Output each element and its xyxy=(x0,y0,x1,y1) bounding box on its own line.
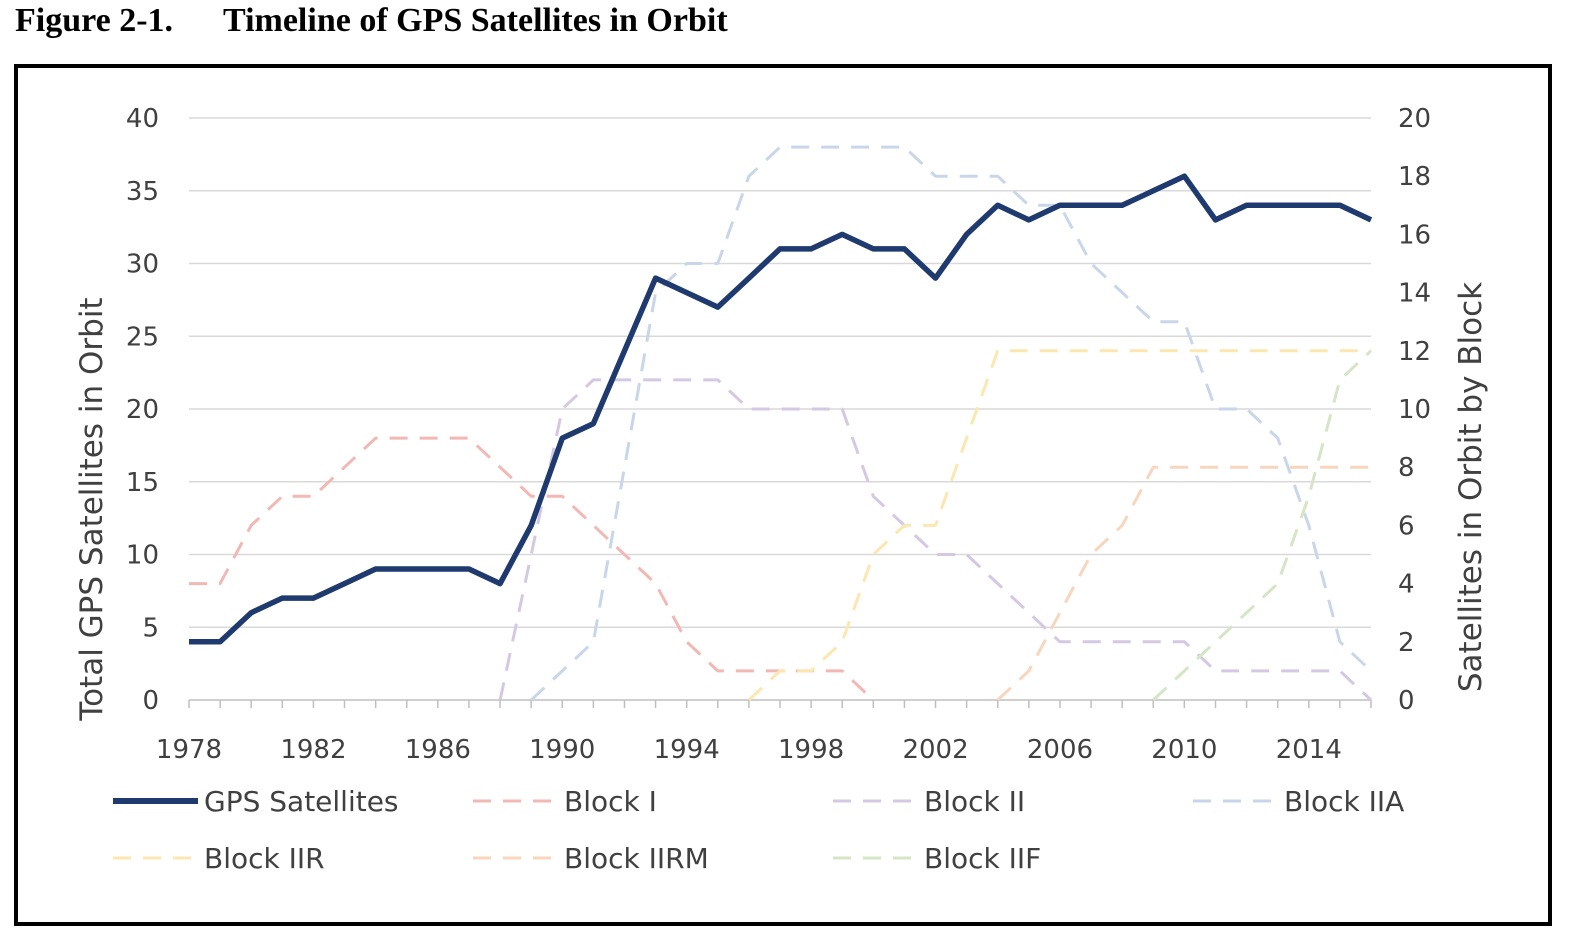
left-y-axis: 0 5 10 15 20 25 30 35 40 xyxy=(126,104,159,716)
x-tick-label: 1978 xyxy=(156,735,222,765)
right-y-tick-label: 12 xyxy=(1398,337,1431,367)
legend-label: Block II xyxy=(924,785,1025,818)
left-y-tick-label: 25 xyxy=(126,322,159,352)
left-y-tick-label: 15 xyxy=(126,468,159,498)
legend-label: GPS Satellites xyxy=(204,785,399,818)
series-line-block-iif xyxy=(1152,349,1373,702)
right-y-tick-label: 18 xyxy=(1398,162,1431,192)
x-tick-label: 2010 xyxy=(1151,735,1217,765)
x-tick-label: 1998 xyxy=(778,735,844,765)
series-line-block-iirm xyxy=(996,465,1371,702)
series-line-block-ii xyxy=(498,378,1373,702)
right-y-axis-label: Satellites in Orbit by Block xyxy=(1453,282,1489,692)
right-y-axis: 0 2 4 6 8 10 12 14 16 18 20 xyxy=(1398,104,1431,716)
right-y-tick-label: 4 xyxy=(1398,570,1415,600)
x-tick-label: 1994 xyxy=(654,735,720,765)
series-line-block-iir xyxy=(747,349,1371,702)
series-line-block-iia xyxy=(530,145,1373,702)
left-y-tick-label: 0 xyxy=(142,686,159,716)
x-tick-label: 2014 xyxy=(1276,735,1342,765)
right-y-tick-label: 0 xyxy=(1398,686,1415,716)
legend-label: Block I xyxy=(564,785,657,818)
legend-label: Block IIR xyxy=(204,842,325,875)
left-y-tick-label: 5 xyxy=(142,613,159,643)
right-y-tick-label: 16 xyxy=(1398,220,1431,250)
right-y-tick-label: 8 xyxy=(1398,453,1415,483)
left-y-tick-label: 10 xyxy=(126,541,159,571)
series-lines xyxy=(189,145,1373,702)
x-tick-label: 1990 xyxy=(529,735,595,765)
left-y-tick-label: 40 xyxy=(126,104,159,134)
legend-label: Block IIF xyxy=(924,842,1041,875)
line-chart: 1978 1982 1986 1990 1994 1998 2002 2006 2010 2014… xyxy=(74,104,1489,875)
legend-label: Block IIRM xyxy=(564,842,709,875)
series-line-gps-satellites xyxy=(189,173,1373,645)
left-y-tick-label: 30 xyxy=(126,250,159,280)
gridlines xyxy=(189,117,1371,628)
figure-title: Figure 2-1. Timeline of GPS Satellites in… xyxy=(15,2,728,40)
x-tick-label: 1982 xyxy=(280,735,346,765)
x-tick-label: 1986 xyxy=(405,735,471,765)
x-axis: 1978 1982 1986 1990 1994 1998 2002 2006 2010 2014 xyxy=(156,699,1372,765)
x-tick-label: 2006 xyxy=(1027,735,1093,765)
left-y-tick-label: 20 xyxy=(126,395,159,425)
left-y-axis-label: Total GPS Satellites in Orbit xyxy=(74,297,110,721)
left-y-tick-label: 35 xyxy=(126,177,159,207)
right-y-tick-label: 2 xyxy=(1398,628,1415,658)
legend-label: Block IIA xyxy=(1284,785,1404,818)
right-y-tick-label: 10 xyxy=(1398,395,1431,425)
series-line-block-i xyxy=(189,436,875,702)
figure-title-text: Timeline of GPS Satellites in Orbit xyxy=(223,2,728,39)
figure-number: Figure 2-1. xyxy=(15,2,174,39)
right-y-tick-label: 6 xyxy=(1398,511,1415,541)
x-tick-label: 2002 xyxy=(902,735,968,765)
right-y-tick-label: 14 xyxy=(1398,279,1431,309)
chart-frame: 1978 1982 1986 1990 1994 1998 2002 2006 2010 2014… xyxy=(14,64,1552,926)
right-y-tick-label: 20 xyxy=(1398,104,1431,134)
legend: GPS Satellites Block I Block II Block IIA Bl… xyxy=(113,785,1404,875)
